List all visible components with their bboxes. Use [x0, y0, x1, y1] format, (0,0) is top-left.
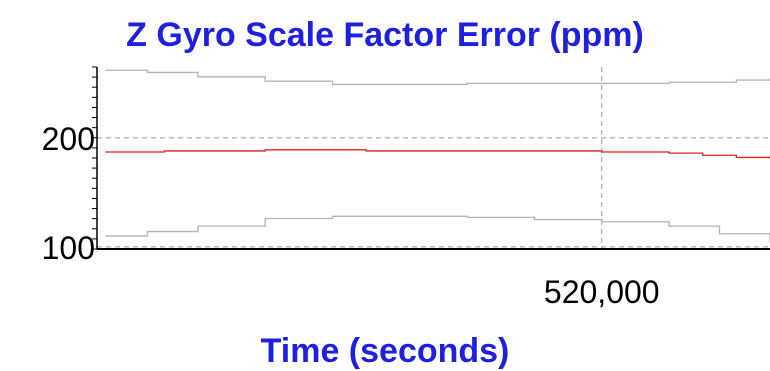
- x-tick-label-0: 520,000: [544, 274, 660, 310]
- x-axis-label: Time (seconds): [261, 332, 510, 370]
- chart-title: Z Gyro Scale Factor Error (ppm): [126, 16, 644, 54]
- plot-area: 100 200 520,000: [42, 66, 770, 310]
- series-line-0: [105, 149, 770, 159]
- series-line-1: [105, 69, 770, 86]
- series-line-2: [105, 215, 770, 243]
- y-tick-label-0: 100: [42, 230, 95, 266]
- y-tick-label-1: 200: [42, 121, 95, 157]
